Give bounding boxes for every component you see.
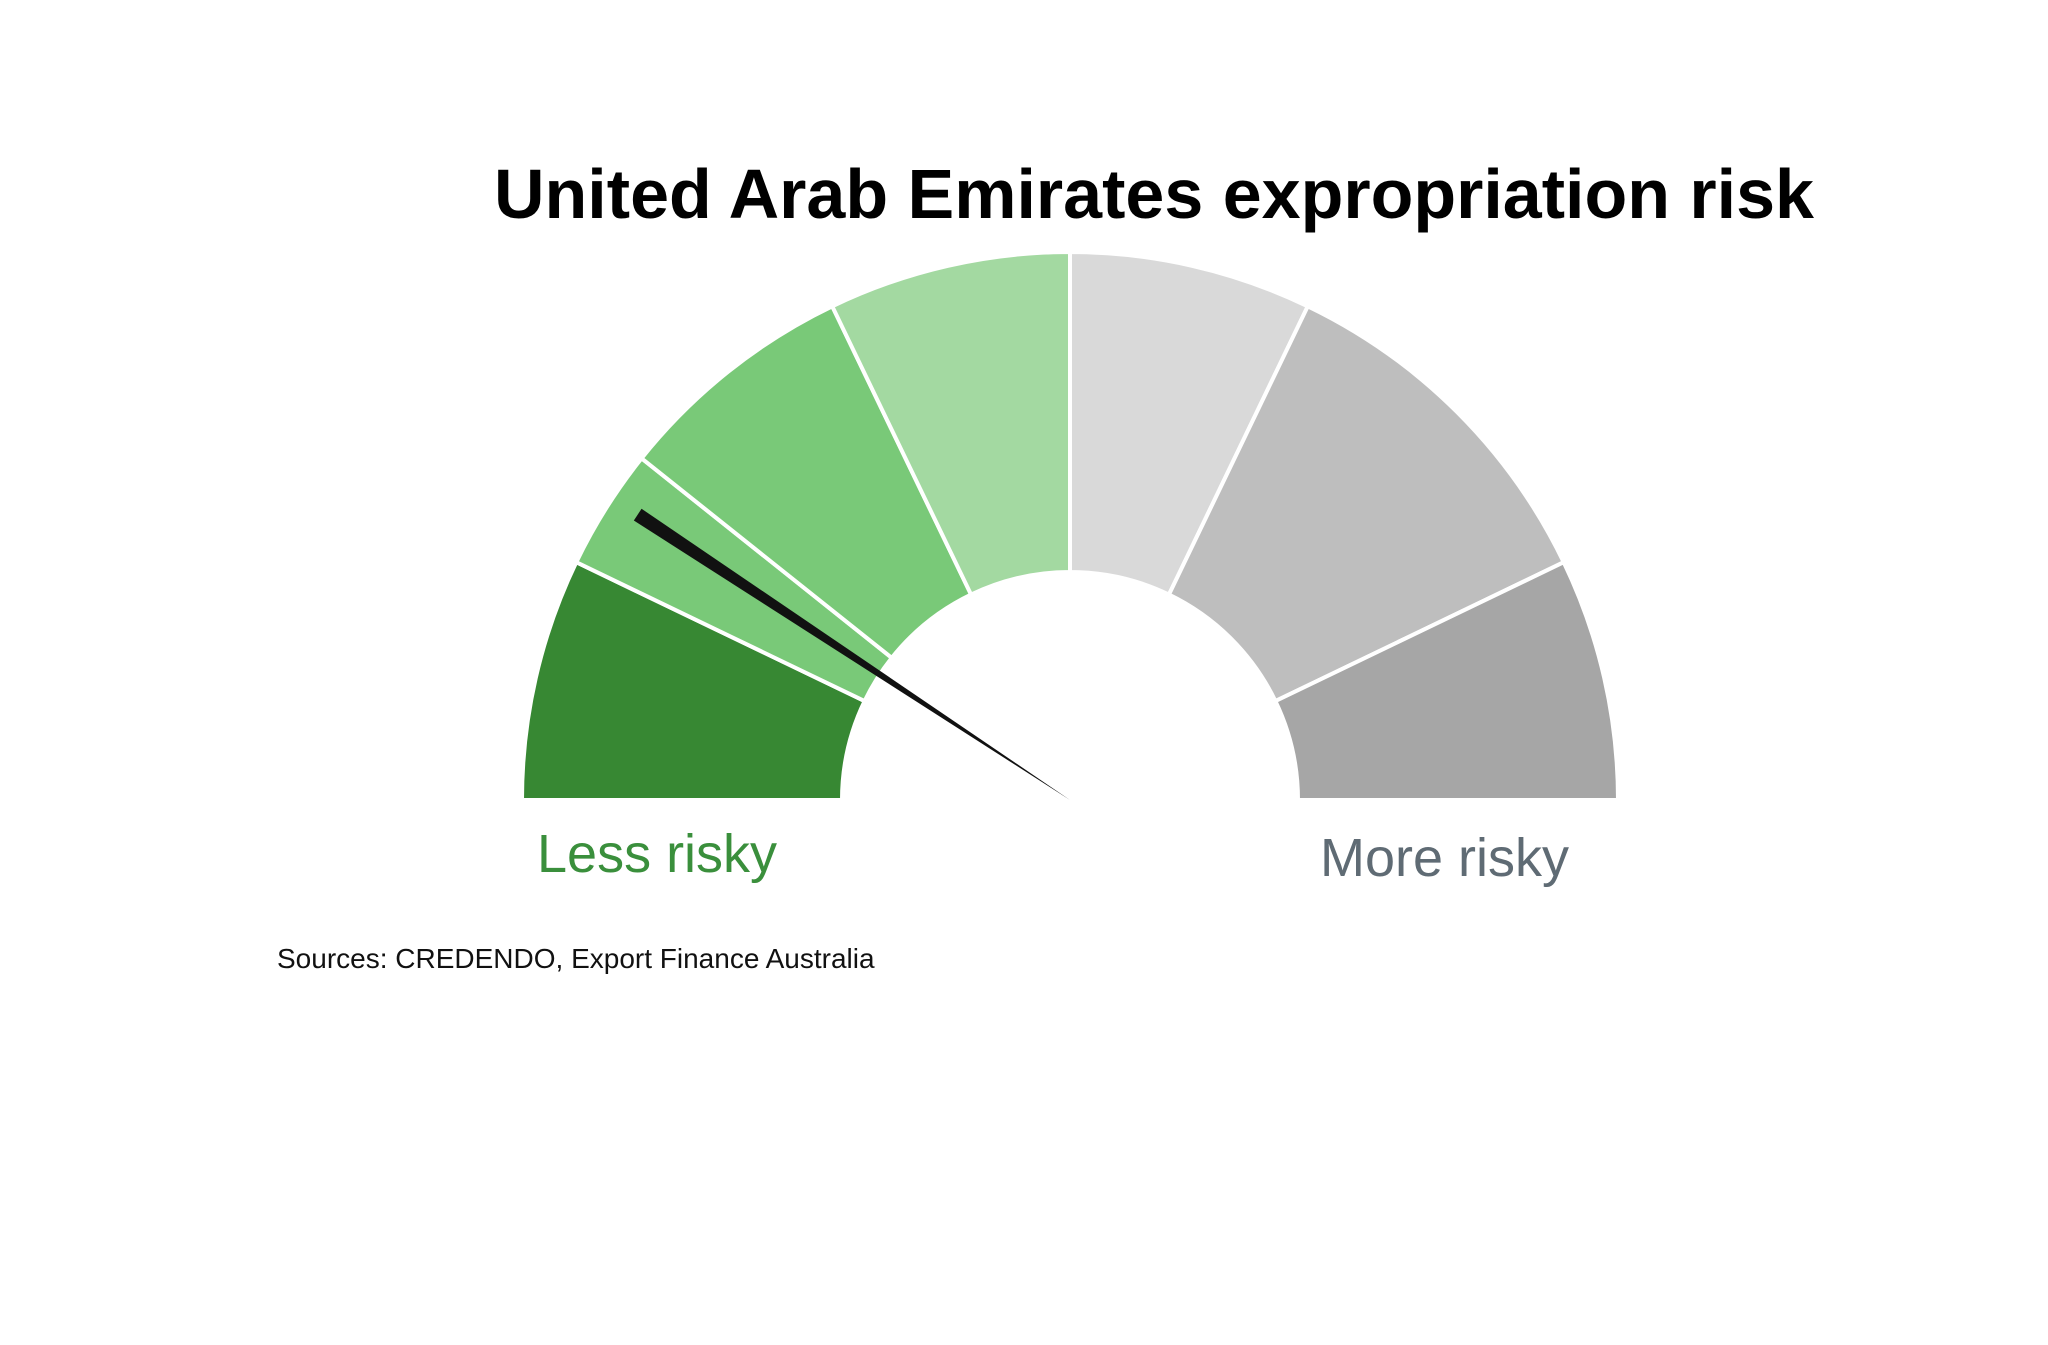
more-risky-label: More risky: [1320, 828, 1569, 888]
less-risky-label: Less risky: [537, 824, 777, 884]
chart-title: United Arab Emirates expropriation risk: [494, 155, 1814, 233]
gauge-segment-6: [1166, 303, 1567, 704]
source-note: Sources: CREDENDO, Export Finance Austra…: [277, 943, 875, 974]
gauge-segment-7: [1272, 559, 1621, 802]
gauge-needle-layer: [633, 508, 1070, 800]
gauge-needle: [633, 508, 1070, 800]
gauge-segments: [519, 249, 1621, 802]
